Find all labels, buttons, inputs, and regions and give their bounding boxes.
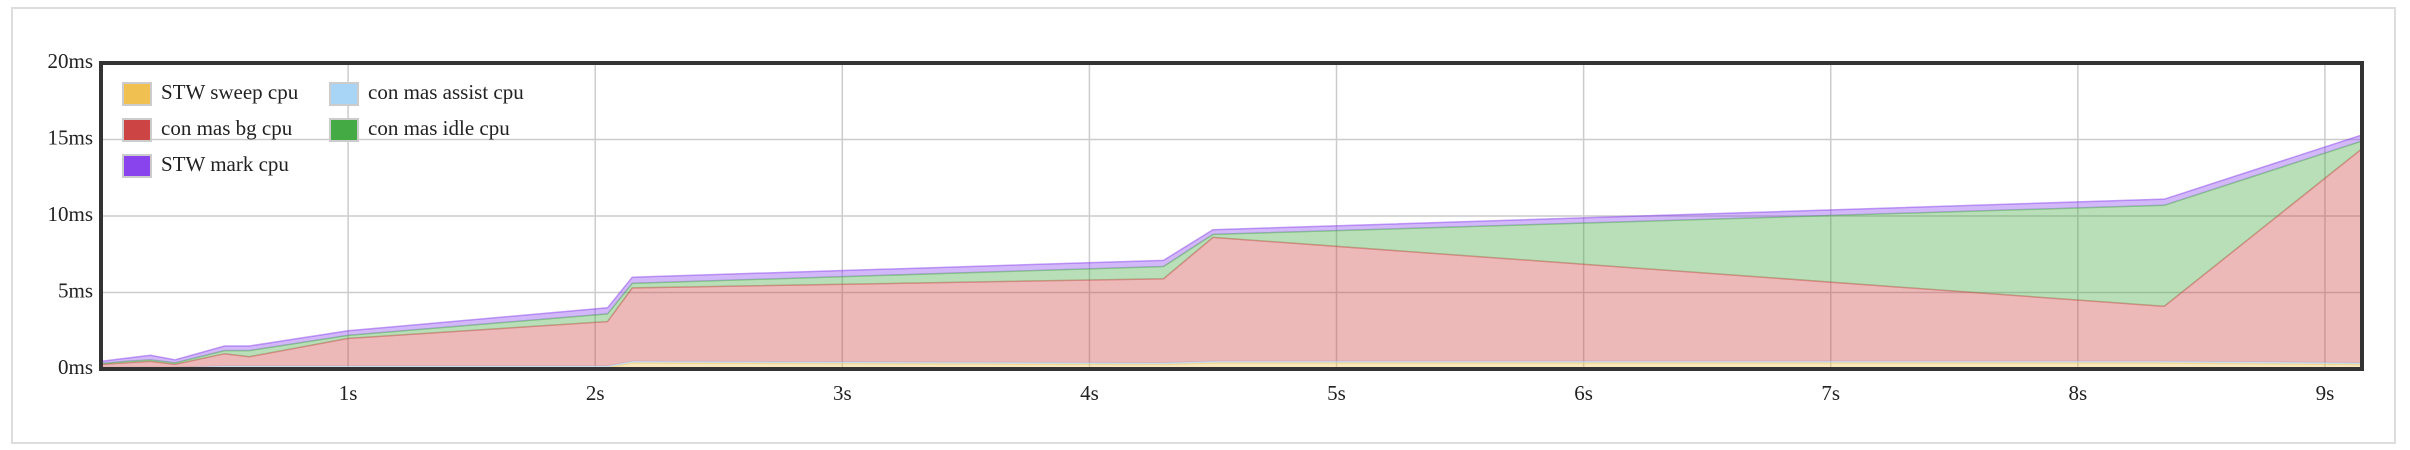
x-tick-label: 9s	[2316, 381, 2335, 405]
x-tick-label: 1s	[339, 381, 358, 405]
area-edge	[100, 134, 2363, 363]
legend-swatch	[122, 82, 152, 106]
legend-swatch	[122, 154, 152, 178]
x-tick-label: 3s	[833, 381, 852, 405]
x-tick-label: 4s	[1080, 381, 1099, 405]
y-tick-label: 5ms	[58, 278, 93, 302]
legend-label: STW sweep cpu	[161, 80, 299, 104]
y-tick-label: 0ms	[58, 355, 93, 379]
x-tick-label: 2s	[586, 381, 605, 405]
x-tick-label: 6s	[1574, 381, 1593, 405]
legend-label: con mas assist cpu	[368, 80, 524, 104]
legend-label: STW mark cpu	[161, 152, 289, 176]
area-edge	[100, 148, 2363, 366]
legend-swatch	[122, 118, 152, 142]
labels: 0ms 5ms 10ms 15ms 20ms 1s 2s 3s 4s 5s 6s 7s 8s 9s	[47, 49, 2334, 405]
area	[101, 148, 2362, 368]
legend-swatch	[329, 118, 359, 142]
x-tick-label: 8s	[2068, 381, 2087, 405]
legend-label: con mas idle cpu	[368, 116, 510, 140]
legend-swatch	[329, 82, 359, 106]
x-tick-label: 7s	[1821, 381, 1840, 405]
legend: STW sweep cpu con mas assist cpu con mas b…	[122, 80, 524, 178]
area-edge	[100, 140, 2363, 365]
plot-border	[99, 61, 2364, 371]
y-tick-label: 20ms	[47, 49, 93, 73]
y-tick-label: 15ms	[47, 125, 93, 149]
area	[101, 141, 2362, 365]
x-tick-label: 5s	[1327, 381, 1346, 405]
legend-label: con mas bg cpu	[161, 116, 293, 140]
y-tick-label: 10ms	[47, 202, 93, 226]
